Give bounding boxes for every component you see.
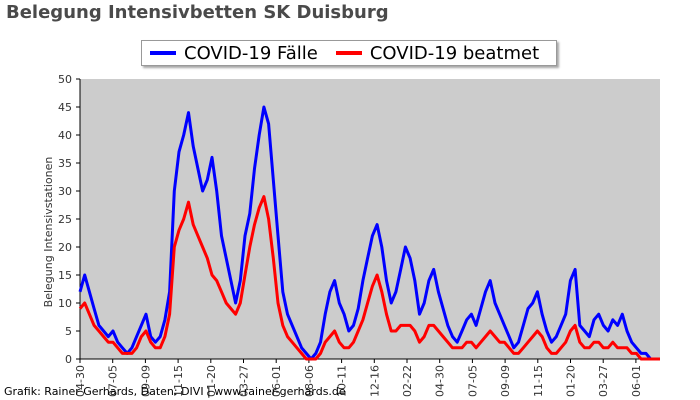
y-axis-label: Belegung Intensivstationen bbox=[42, 157, 55, 308]
y-tick-label: 0 bbox=[65, 353, 72, 366]
series-layer bbox=[78, 105, 660, 361]
y-tick-label: 35 bbox=[58, 157, 72, 170]
credit-line: Grafik: Rainer Gerhards, Daten: DIVI | w… bbox=[4, 385, 346, 398]
y-tick-label: 50 bbox=[58, 73, 72, 86]
legend-swatch-beatmet bbox=[335, 51, 362, 55]
y-axis: 0 5 10 15 20 25 30 35 40 45 50 bbox=[58, 73, 81, 366]
x-axis: 04-30 07-05 09-09 11-15 01-20 03-27 06-01 08-06… bbox=[74, 358, 660, 397]
x-tick-label: 12-16 bbox=[368, 365, 381, 397]
y-tick-label: 45 bbox=[58, 101, 72, 114]
legend-swatch-faelle bbox=[150, 51, 176, 55]
y-tick-label: 15 bbox=[58, 269, 72, 282]
y-tick-label: 40 bbox=[58, 129, 72, 142]
legend-label-faelle: COVID-19 Fälle bbox=[184, 42, 318, 64]
legend-item-beatmet: COVID-19 beatmet bbox=[335, 42, 540, 64]
chart-legend: COVID-19 Fälle COVID-19 beatmet bbox=[141, 40, 557, 66]
x-tick-label: 09-09 bbox=[499, 365, 512, 397]
x-tick-label: 09-09 bbox=[139, 365, 152, 397]
x-tick-label: 04-30 bbox=[434, 365, 447, 397]
series-line-beatmet bbox=[78, 195, 660, 361]
x-tick-label: 08-06 bbox=[303, 365, 316, 397]
legend-item-faelle: COVID-19 Fälle bbox=[150, 43, 318, 64]
y-tick-label: 10 bbox=[58, 297, 72, 310]
x-tick-label: 07-05 bbox=[107, 365, 120, 397]
y-tick-label: 25 bbox=[58, 213, 72, 226]
x-tick-label: 03-27 bbox=[597, 365, 610, 397]
plot-area bbox=[80, 79, 660, 359]
x-tick-label: 06-01 bbox=[630, 365, 643, 397]
y-tick-label: 30 bbox=[58, 185, 72, 198]
chart-title: Belegung Intensivbetten SK Duisburg bbox=[6, 2, 389, 23]
x-tick-label: 03-27 bbox=[238, 365, 251, 397]
x-tick-label: 01-20 bbox=[205, 365, 218, 397]
x-tick-label: 07-05 bbox=[466, 365, 479, 397]
x-tick-label: 01-20 bbox=[565, 365, 578, 397]
x-tick-label: 04-30 bbox=[74, 365, 87, 397]
y-tick-label: 5 bbox=[65, 325, 72, 338]
y-tick-label: 20 bbox=[58, 241, 72, 254]
x-tick-label: 10-11 bbox=[336, 365, 349, 397]
legend-label-beatmet: COVID-19 beatmet bbox=[369, 42, 540, 64]
x-tick-label: 02-22 bbox=[401, 365, 414, 397]
x-tick-label: 11-15 bbox=[532, 365, 545, 397]
x-tick-label: 06-01 bbox=[270, 365, 283, 397]
series-line-faelle bbox=[78, 105, 660, 361]
x-tick-label: 11-15 bbox=[172, 365, 185, 397]
